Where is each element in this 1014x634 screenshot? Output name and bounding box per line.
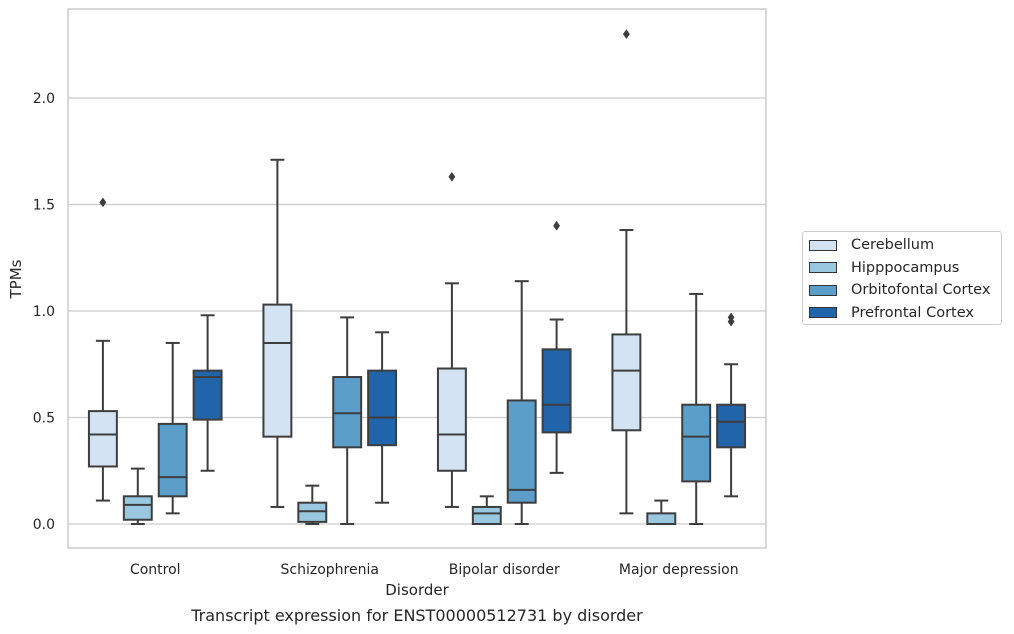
y-tick-labels: 0.0 0.5 1.0 1.5 2.0: [33, 91, 55, 533]
legend-item: Orbitofontal Cortex: [809, 280, 990, 300]
box-iqr: [262, 303, 293, 438]
legend-label: Orbitofontal Cortex: [851, 282, 991, 298]
y-tick-label: 1.0: [33, 304, 55, 320]
outlier-point: [622, 29, 630, 40]
box-iqr: [297, 501, 328, 523]
outlier-point: [448, 171, 456, 182]
box-iqr: [122, 495, 153, 521]
legend-label: Cerebellum: [851, 237, 935, 253]
box-plot-group: [297, 484, 328, 525]
box-iqr: [157, 422, 188, 498]
x-tick-label: Control: [130, 562, 181, 578]
chart-caption: Transcript expression for ENST0000051273…: [191, 606, 643, 625]
box-plot-group: [681, 292, 712, 525]
y-tick-label: 0.5: [33, 411, 55, 427]
box-plot-group: [506, 280, 537, 525]
legend-swatch: [809, 284, 837, 296]
legend-label: Hipppocampus: [851, 259, 960, 276]
x-tick-label: Bipolar disorder: [449, 562, 560, 578]
x-tick-label: Schizophrenia: [281, 562, 379, 578]
box-plot-group: [646, 499, 677, 525]
box-iqr: [646, 512, 677, 525]
box-plot-group: [611, 29, 642, 515]
legend-item: Prefrontal Cortex: [809, 303, 974, 323]
legend-item: Hipppocampus: [809, 258, 959, 278]
box-iqr: [436, 367, 467, 472]
box-iqr: [367, 369, 398, 447]
x-tick-label: Major depression: [619, 562, 739, 578]
box-iqr: [87, 410, 118, 468]
box-iqr: [716, 403, 747, 449]
x-tick-labels: Control Schizophrenia Bipolar disorder Majo…: [130, 562, 739, 578]
box-iqr: [332, 376, 363, 449]
x-axis-title: Disorder: [385, 581, 449, 599]
box-iqr: [471, 505, 502, 525]
outlier-point: [553, 220, 561, 231]
y-tick-label: 1.5: [33, 198, 55, 214]
box-iqr: [681, 403, 712, 483]
box-plot-group: [157, 341, 188, 515]
box-iqr: [611, 333, 642, 432]
legend-swatch: [809, 239, 837, 251]
box-iqr: [541, 348, 572, 434]
y-tick-label: 0.0: [33, 517, 55, 533]
plot-frame: [67, 8, 767, 549]
box-plot-group: [541, 220, 572, 474]
box-iqr: [506, 399, 537, 504]
box-plot-group: [192, 314, 223, 472]
box-plot-group: [332, 316, 363, 525]
y-tick-label: 2.0: [33, 91, 55, 107]
box-plot-group: [471, 495, 502, 525]
legend-item: Cerebellum: [809, 235, 934, 255]
box-plot-group: [262, 158, 293, 508]
legend-swatch: [809, 307, 837, 318]
box-layer: [87, 29, 747, 525]
box-iqr: [192, 369, 223, 421]
box-plot-group: [436, 171, 467, 508]
outlier-point: [99, 197, 107, 208]
legend-label: Prefrontal Cortex: [851, 304, 974, 321]
box-plot-group: [122, 467, 153, 525]
outlier-point: [727, 312, 735, 323]
box-plot-group: [716, 312, 747, 498]
legend: Cerebellum Hipppocampus Orbitofontal Corte…: [802, 231, 1002, 325]
legend-swatch: [809, 262, 837, 273]
box-plot-group: [87, 197, 118, 502]
box-plot-group: [367, 331, 398, 504]
y-axis-title: TPMs: [7, 259, 25, 299]
